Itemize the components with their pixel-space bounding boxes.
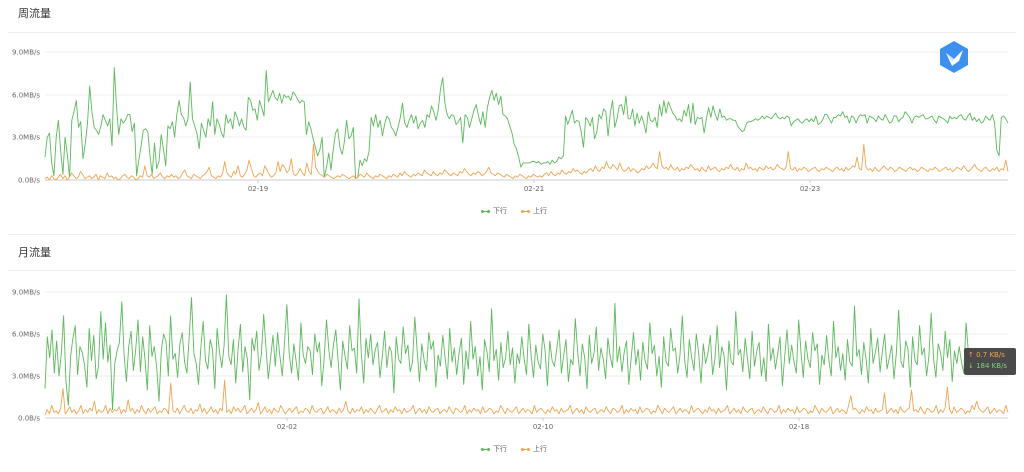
weekly-traffic-chart[interactable]: 9.0MB/s 6.0MB/s 3.0MB/s 0.0B/s 02-19 02-21 02-… [0,0,1024,200]
monthly-legend: 下行 上行 [481,444,547,454]
weekly-traffic-panel: 周流量 [0,0,1024,235]
legend-down-marker-icon [481,209,490,213]
monthly-title-divider [8,270,1016,271]
series-line-up [44,379,1009,416]
weekly-traffic-title: 周流量 [18,7,51,20]
section-divider [8,234,1016,235]
x-tick-label: 02-23 [800,185,820,193]
y-tick-label: 0.0B/s [18,177,40,185]
weekly-legend: 下行 上行 [481,206,547,216]
y-tick-label: 9.0MB/s [12,49,40,57]
monthly-traffic-title: 月流量 [18,246,51,259]
series-line-up [44,143,1009,181]
series-line-down [44,294,1009,411]
y-tick-label: 3.0MB/s [12,373,40,381]
legend-down-label: 下行 [493,445,507,453]
x-tick-label: 02-10 [533,423,553,431]
x-tick-label: 02-21 [524,185,544,193]
legend-item-up[interactable]: 上行 [521,444,547,454]
tooltip-down-value: ↓ 184 KB/s [968,362,1008,370]
legend-up-marker-icon [521,209,530,213]
legend-up-label: 上行 [533,445,547,453]
legend-down-marker-icon [481,447,490,451]
y-tick-label: 9.0MB/s [12,289,40,297]
legend-item-up[interactable]: 上行 [521,206,547,216]
chart-tooltip: ↑ 0.7 KB/s ↓ 184 KB/s [964,348,1016,375]
monthly-traffic-chart[interactable]: 9.0MB/s 6.0MB/s 3.0MB/s 0.0B/s 02-02 02-10 02-… [0,0,1024,440]
legend-down-label: 下行 [493,207,507,215]
x-tick-label: 02-02 [277,423,297,431]
y-tick-label: 3.0MB/s [12,134,40,142]
legend-item-down[interactable]: 下行 [481,206,507,216]
x-tick-label: 02-19 [248,185,268,193]
legend-up-marker-icon [521,447,530,451]
series-line-down [44,67,1009,180]
y-tick-label: 0.0B/s [18,415,40,423]
y-tick-label: 6.0MB/s [12,331,40,339]
legend-item-down[interactable]: 下行 [481,444,507,454]
x-tick-label: 02-18 [789,423,809,431]
weekly-title-divider [8,32,1016,33]
bird-logo-icon [940,41,968,73]
y-tick-label: 6.0MB/s [12,92,40,100]
legend-up-label: 上行 [533,207,547,215]
monthly-traffic-panel: 月流量 [0,240,1024,472]
tooltip-up-value: ↑ 0.7 KB/s [968,351,1005,359]
